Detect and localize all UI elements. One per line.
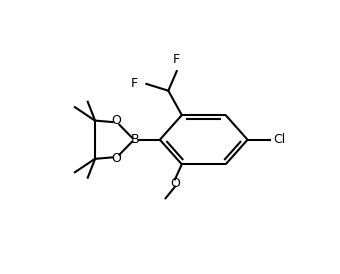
Text: O: O: [111, 114, 121, 127]
Text: B: B: [130, 133, 139, 146]
Text: F: F: [131, 78, 138, 90]
Text: O: O: [170, 177, 180, 190]
Text: O: O: [111, 152, 121, 165]
Text: F: F: [173, 53, 180, 66]
Text: Cl: Cl: [273, 133, 285, 146]
